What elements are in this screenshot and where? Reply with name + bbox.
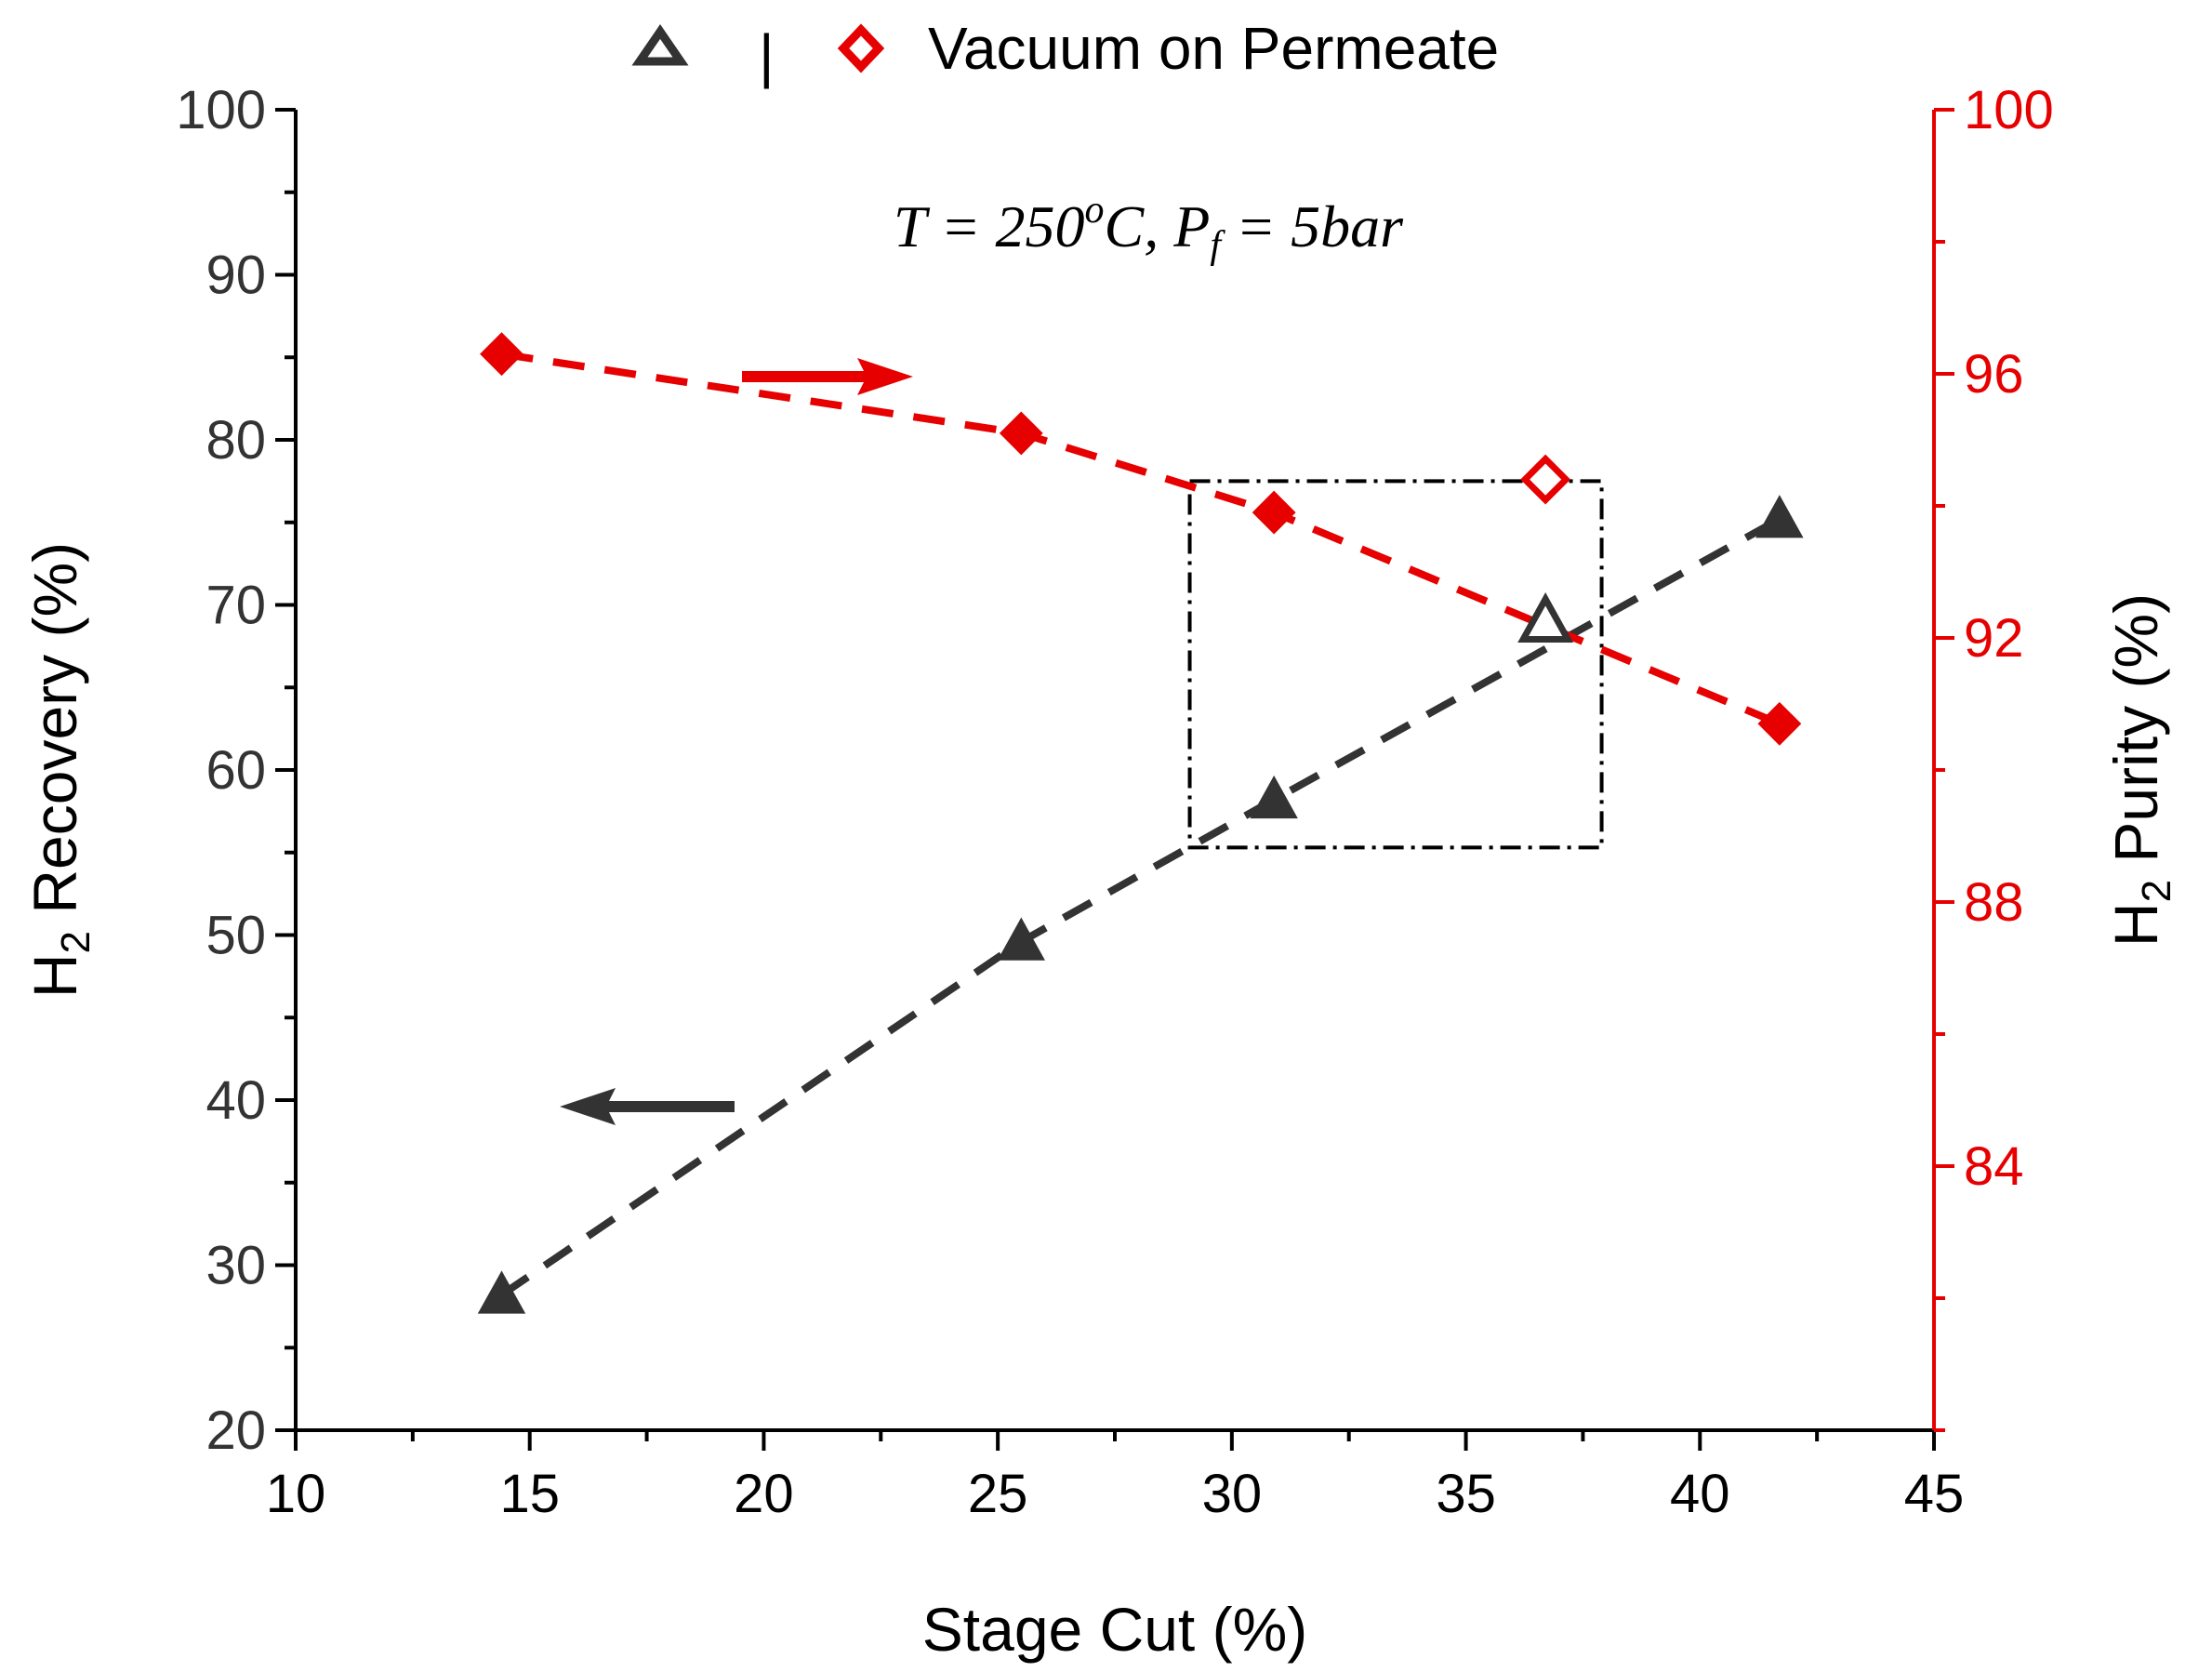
purity-point [480, 332, 523, 377]
recovery-line [499, 515, 1782, 1298]
right-y-tick-label: 92 [1964, 608, 2024, 669]
annotation-prefix: T = 250 [894, 193, 1085, 259]
x-tick-label: 15 [499, 1464, 560, 1524]
vacuum-recovery-point [1517, 592, 1574, 643]
x-tick-label: 25 [968, 1464, 1028, 1524]
x-axis-title: Stage Cut (%) [922, 1595, 1308, 1664]
left-y-ticks: 20 30 40 50 60 70 80 90 100 [176, 80, 296, 1461]
recovery-point [1755, 495, 1804, 538]
left-y-tick-label: 90 [205, 245, 266, 306]
recovery-point [1250, 775, 1298, 819]
right-y-title-h: H [2101, 902, 2170, 947]
left-y-tick-label: 40 [205, 1070, 266, 1131]
recovery-point [477, 1270, 526, 1314]
right-y-tick-label: 96 [1964, 344, 2024, 405]
left-y-tick-label: 30 [205, 1236, 266, 1296]
right-y-axis-title: H2 Purity (%) [2101, 593, 2179, 947]
series-markers [477, 332, 1804, 1314]
purity-point [999, 411, 1043, 456]
left-y-tick-label: 70 [205, 576, 266, 636]
purity-arrow-head [857, 358, 913, 395]
right-y-title-rest: Purity (%) [2101, 593, 2170, 880]
axes [294, 110, 1936, 1432]
x-tick-label: 10 [266, 1464, 326, 1524]
direction-arrows [560, 358, 913, 1125]
x-tick-label: 45 [1904, 1464, 1965, 1524]
vacuum-purity-point [1520, 454, 1571, 505]
annotation-unit: C, P [1105, 193, 1211, 259]
left-y-title-rest: Recovery (%) [20, 542, 89, 931]
left-y-tick-label: 20 [205, 1400, 266, 1461]
left-y-axis-title: H2 Recovery (%) [20, 542, 99, 998]
x-ticks: 10 15 20 25 30 35 40 45 [266, 1430, 1965, 1524]
right-y-tick-label: 88 [1964, 872, 2024, 933]
right-y-tick-label: 100 [1964, 80, 2054, 140]
highlight-box [1187, 479, 1604, 850]
x-tick-label: 40 [1670, 1464, 1730, 1524]
series-lines [499, 350, 1782, 1298]
legend-separator: | [759, 22, 775, 89]
recovery-arrow-head [560, 1088, 616, 1125]
left-y-tick-label: 60 [205, 740, 266, 801]
left-y-tick-label: 80 [205, 410, 266, 471]
purity-point [1252, 490, 1296, 535]
annotation-degree: o [1085, 189, 1105, 232]
right-y-title-sub: 2 [2134, 880, 2179, 902]
left-y-title-sub: 2 [53, 931, 99, 953]
x-tick-label: 20 [734, 1464, 794, 1524]
condition-annotation: T = 250oC, Pf = 5bar [894, 189, 1404, 267]
purity-point [1757, 701, 1802, 746]
right-y-tick-label: 84 [1964, 1136, 2024, 1197]
annotation-suffix: = 5bar [1221, 193, 1404, 259]
recovery-point [997, 917, 1046, 961]
x-tick-label: 35 [1436, 1464, 1496, 1524]
left-y-tick-label: 50 [205, 906, 266, 966]
left-y-title-h: H [20, 953, 89, 998]
legend-triangle-open-icon [631, 24, 689, 66]
x-tick-label: 30 [1202, 1464, 1263, 1524]
purity-line [500, 350, 1782, 727]
right-y-ticks: 84 88 92 96 100 [1934, 80, 2054, 1432]
legend-diamond-open-icon [837, 23, 885, 73]
legend: | Vacuum on Permeate [631, 15, 1499, 89]
left-y-tick-label: 100 [176, 80, 266, 140]
legend-label: Vacuum on Permeate [928, 15, 1499, 82]
